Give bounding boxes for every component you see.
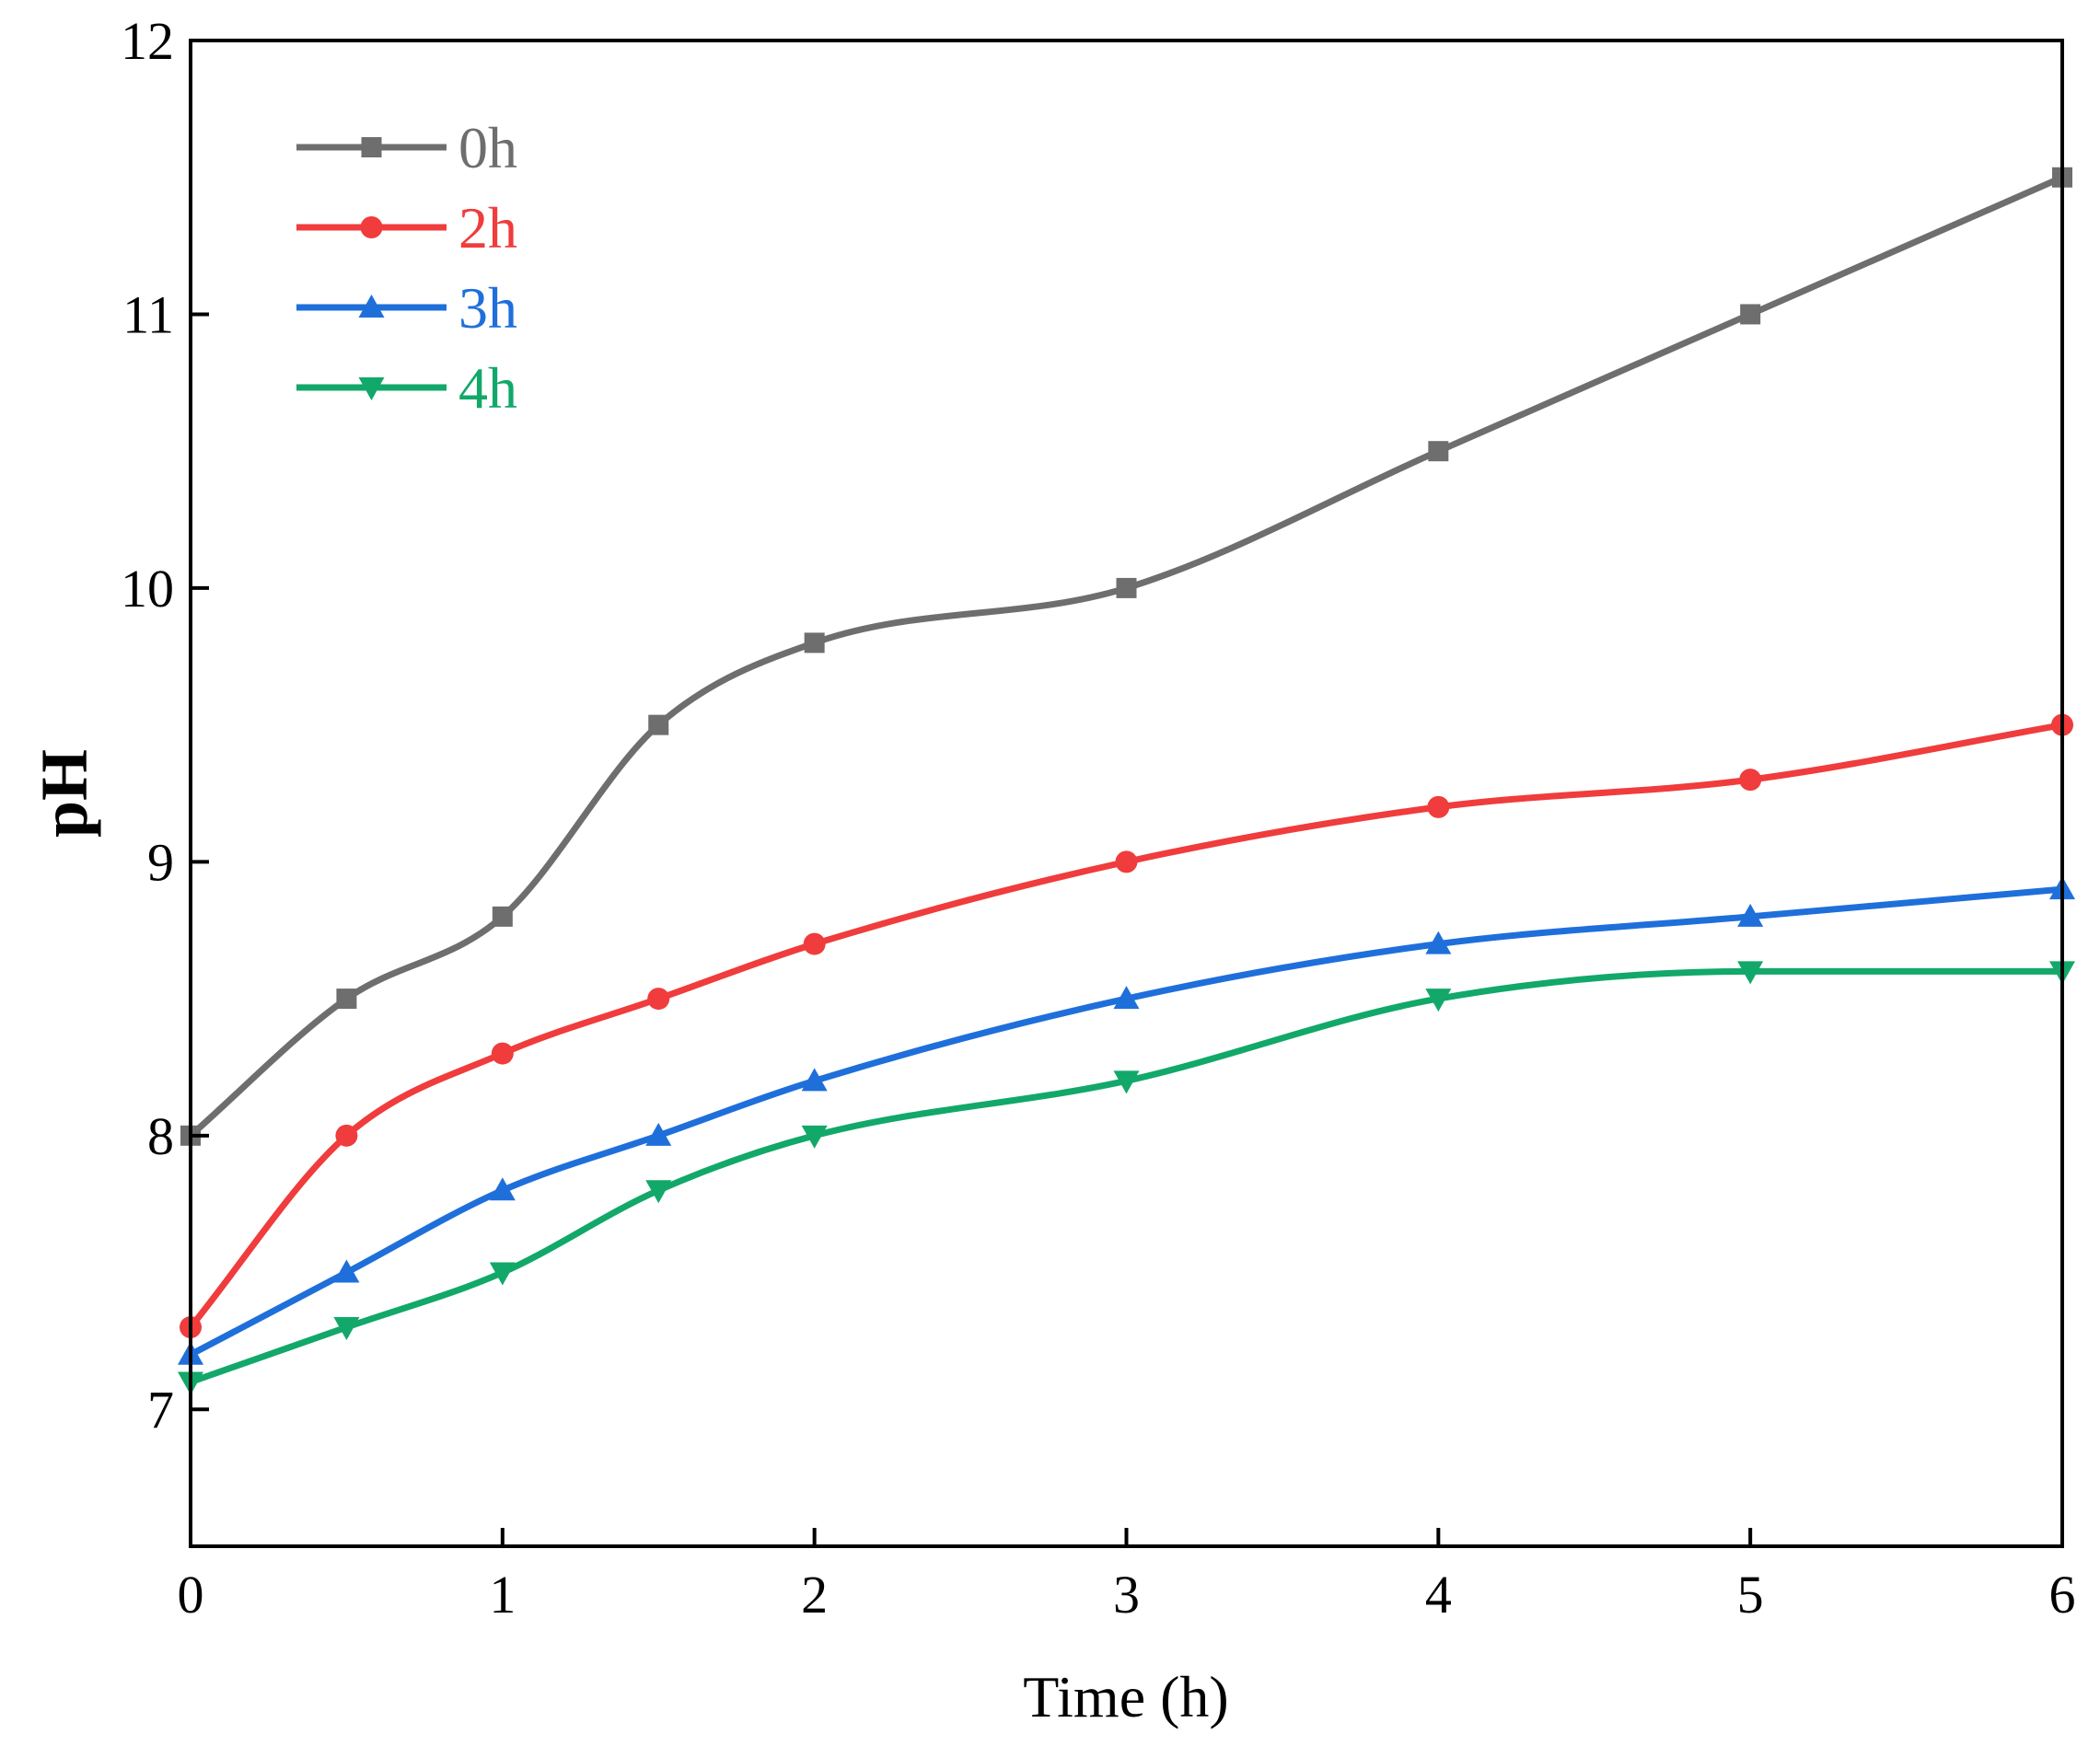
y-tick-label: 7 (147, 1380, 174, 1440)
series-group (178, 167, 2075, 1395)
data-point (1113, 1070, 1140, 1094)
x-tick-label: 6 (2049, 1565, 2076, 1625)
legend-item: 4h (296, 355, 517, 421)
x-tick-label: 0 (178, 1565, 204, 1625)
legend-item: 0h (296, 115, 517, 180)
data-point (1116, 577, 1137, 598)
series-3h (178, 876, 2075, 1365)
data-point (803, 932, 826, 955)
series-line (187, 174, 2066, 1139)
x-tick-label: 2 (801, 1565, 828, 1625)
series-line (187, 885, 2066, 1359)
data-point (1739, 769, 1762, 792)
data-point (1740, 304, 1761, 325)
legend-marker (360, 216, 383, 238)
legend-marker (358, 295, 385, 318)
data-point (1115, 850, 1138, 873)
data-point (492, 906, 513, 927)
legend-label: 3h (458, 275, 517, 341)
data-point (647, 988, 670, 1011)
legend-item: 3h (296, 275, 517, 341)
data-point (1425, 931, 1452, 954)
y-tick-label: 9 (147, 832, 174, 892)
data-point (336, 989, 357, 1010)
data-point (335, 1124, 358, 1147)
data-point (333, 1317, 360, 1341)
data-point (1113, 986, 1140, 1010)
y-tick-label: 11 (122, 284, 174, 344)
series-line (187, 967, 2066, 1386)
y-tick-label: 8 (147, 1106, 174, 1166)
data-point (489, 1177, 516, 1201)
series-line (187, 722, 2066, 1331)
legend-label: 4h (458, 355, 517, 421)
x-tick-label: 1 (489, 1565, 516, 1625)
x-axis-title: Time (h) (1023, 1664, 1228, 1729)
data-point (801, 1068, 828, 1092)
data-point (489, 1262, 516, 1286)
legend-marker (361, 137, 382, 157)
legend: 0h 2h 3h 4h (296, 115, 517, 421)
series-4h (178, 961, 2075, 1395)
data-point (645, 1122, 672, 1146)
y-axis-title: pH (28, 749, 101, 838)
series-0h (180, 167, 2072, 1146)
data-point (1737, 903, 1764, 927)
data-point (648, 714, 669, 735)
data-point (491, 1042, 514, 1065)
data-point (1737, 961, 1764, 985)
data-point (333, 1259, 360, 1283)
data-point (1425, 989, 1452, 1012)
x-tick-label: 3 (1113, 1565, 1140, 1625)
x-tick-label: 4 (1425, 1565, 1452, 1625)
data-point (1427, 795, 1450, 818)
legend-item: 2h (296, 195, 517, 260)
data-point (801, 1125, 828, 1149)
data-point (645, 1180, 672, 1204)
legend-label: 0h (458, 115, 517, 180)
y-tick-label: 10 (121, 559, 174, 619)
legend-marker (358, 377, 385, 400)
series-2h (180, 713, 2073, 1339)
plot-frame (189, 39, 2064, 1548)
data-point (804, 632, 825, 653)
data-point (1428, 441, 1449, 462)
x-tick-label: 5 (1737, 1565, 1764, 1625)
y-tick-label: 12 (121, 11, 174, 71)
legend-label: 2h (458, 195, 517, 260)
